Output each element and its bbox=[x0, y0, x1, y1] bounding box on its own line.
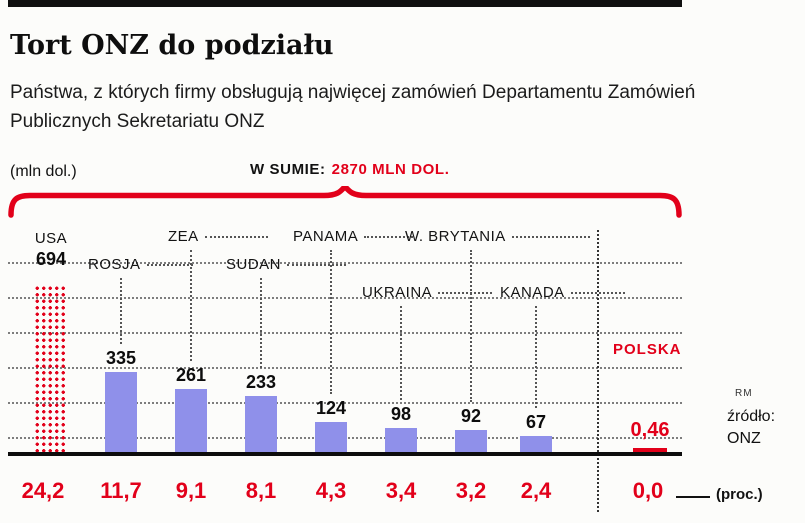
bar-zea bbox=[175, 389, 207, 452]
bar-rosja bbox=[105, 371, 137, 452]
bar-usa bbox=[34, 285, 68, 452]
label-text: PANAMA bbox=[293, 228, 359, 245]
credit: RM bbox=[735, 388, 753, 399]
bar-column-zea: 261 bbox=[175, 365, 207, 452]
page-title: Tort ONZ do podziału bbox=[10, 30, 334, 61]
pct-zea: 9,1 bbox=[175, 478, 207, 503]
leader-line bbox=[190, 250, 192, 362]
label-ukraina: UKRAINA bbox=[362, 284, 492, 301]
bar-w-brytania bbox=[455, 429, 487, 452]
bar-value: 335 bbox=[105, 347, 137, 368]
label-w-brytania: W. BRYTANIA bbox=[405, 228, 590, 245]
bar-value: 98 bbox=[390, 404, 412, 425]
bar-column-kanada: 67 bbox=[520, 412, 552, 452]
proc-connector-line bbox=[676, 496, 710, 498]
gridline bbox=[8, 367, 682, 369]
label-polska: POLSKA bbox=[613, 341, 682, 358]
leader-line bbox=[330, 250, 332, 395]
pct-polska: 0,0 bbox=[632, 478, 664, 503]
bar-column-usa: USA 694 bbox=[34, 230, 68, 452]
total-caption: W SUMIE: 2870 MLN DOL. bbox=[250, 161, 449, 178]
dotted-trail bbox=[287, 263, 346, 266]
total-prefix: W SUMIE: bbox=[250, 161, 326, 178]
leader-line bbox=[120, 278, 122, 344]
bar-label: USA bbox=[34, 230, 68, 248]
source-name: ONZ bbox=[727, 430, 761, 447]
dotted-trail bbox=[146, 263, 193, 266]
label-rosja: ROSJA bbox=[88, 256, 193, 273]
x-axis bbox=[8, 452, 682, 456]
pct-w-brytania: 3,2 bbox=[455, 478, 487, 503]
masthead-rule bbox=[8, 0, 682, 7]
pct-panama: 4,3 bbox=[315, 478, 347, 503]
label-text: SUDAN bbox=[226, 256, 282, 273]
dotted-trail bbox=[570, 291, 625, 294]
bar-column-ukraina: 98 bbox=[385, 404, 417, 452]
pct-usa: 24,2 bbox=[21, 478, 65, 503]
bar-polska bbox=[633, 448, 667, 452]
percent-unit-label: (proc.) bbox=[716, 486, 763, 503]
label-panama: PANAMA bbox=[293, 228, 413, 245]
bar-value: 261 bbox=[175, 365, 207, 386]
dotted-trail bbox=[511, 235, 590, 238]
leader-line bbox=[260, 278, 262, 369]
bar-column-rosja: 335 bbox=[105, 348, 137, 452]
bar-value: 233 bbox=[245, 372, 277, 393]
bar-value: 0,46 bbox=[630, 419, 670, 441]
bar-column-w-brytania: 92 bbox=[455, 406, 487, 452]
leader-line bbox=[535, 306, 537, 408]
poland-separator bbox=[597, 230, 599, 512]
bar-column-sudan: 233 bbox=[245, 372, 277, 452]
label-text: ROSJA bbox=[88, 256, 141, 273]
pct-kanada: 2,4 bbox=[520, 478, 552, 503]
total-value: 2870 MLN DOL. bbox=[331, 161, 450, 178]
gridline bbox=[8, 402, 682, 404]
gridline bbox=[8, 262, 682, 264]
leader-line bbox=[470, 250, 472, 402]
dotted-trail bbox=[204, 235, 268, 238]
source-label: źródło: bbox=[727, 408, 776, 425]
bar-sudan bbox=[245, 396, 277, 452]
label-text: W. BRYTANIA bbox=[405, 228, 506, 245]
label-zea: ZEA bbox=[168, 228, 268, 245]
bar-value: 694 bbox=[35, 249, 67, 270]
pct-ukraina: 3,4 bbox=[385, 478, 417, 503]
leader-line bbox=[400, 306, 402, 401]
bar-kanada bbox=[520, 435, 552, 452]
unit-label: (mln dol.) bbox=[10, 163, 77, 180]
gridline bbox=[8, 332, 682, 334]
label-text: POLSKA bbox=[613, 341, 682, 358]
label-text: UKRAINA bbox=[362, 284, 433, 301]
bar-column-panama: 124 bbox=[315, 398, 347, 452]
page-subtitle: Państwa, z których firmy obsługują najwi… bbox=[10, 82, 696, 133]
bar-column-polska: 0,46 bbox=[631, 419, 669, 452]
gridline bbox=[8, 297, 682, 299]
label-sudan: SUDAN bbox=[226, 256, 346, 273]
pct-sudan: 8,1 bbox=[245, 478, 277, 503]
label-text: ZEA bbox=[168, 228, 199, 245]
dotted-trail bbox=[364, 235, 413, 238]
bar-value: 92 bbox=[460, 405, 482, 426]
label-text: KANADA bbox=[500, 284, 565, 301]
pct-rosja: 11,7 bbox=[100, 478, 142, 503]
bar-value: 124 bbox=[315, 398, 347, 419]
bar-value: 67 bbox=[525, 411, 547, 432]
label-kanada: KANADA bbox=[500, 284, 625, 301]
bar-ukraina bbox=[385, 428, 417, 452]
bar-panama bbox=[315, 422, 347, 452]
dotted-trail bbox=[438, 291, 492, 294]
brace-icon bbox=[8, 186, 682, 218]
